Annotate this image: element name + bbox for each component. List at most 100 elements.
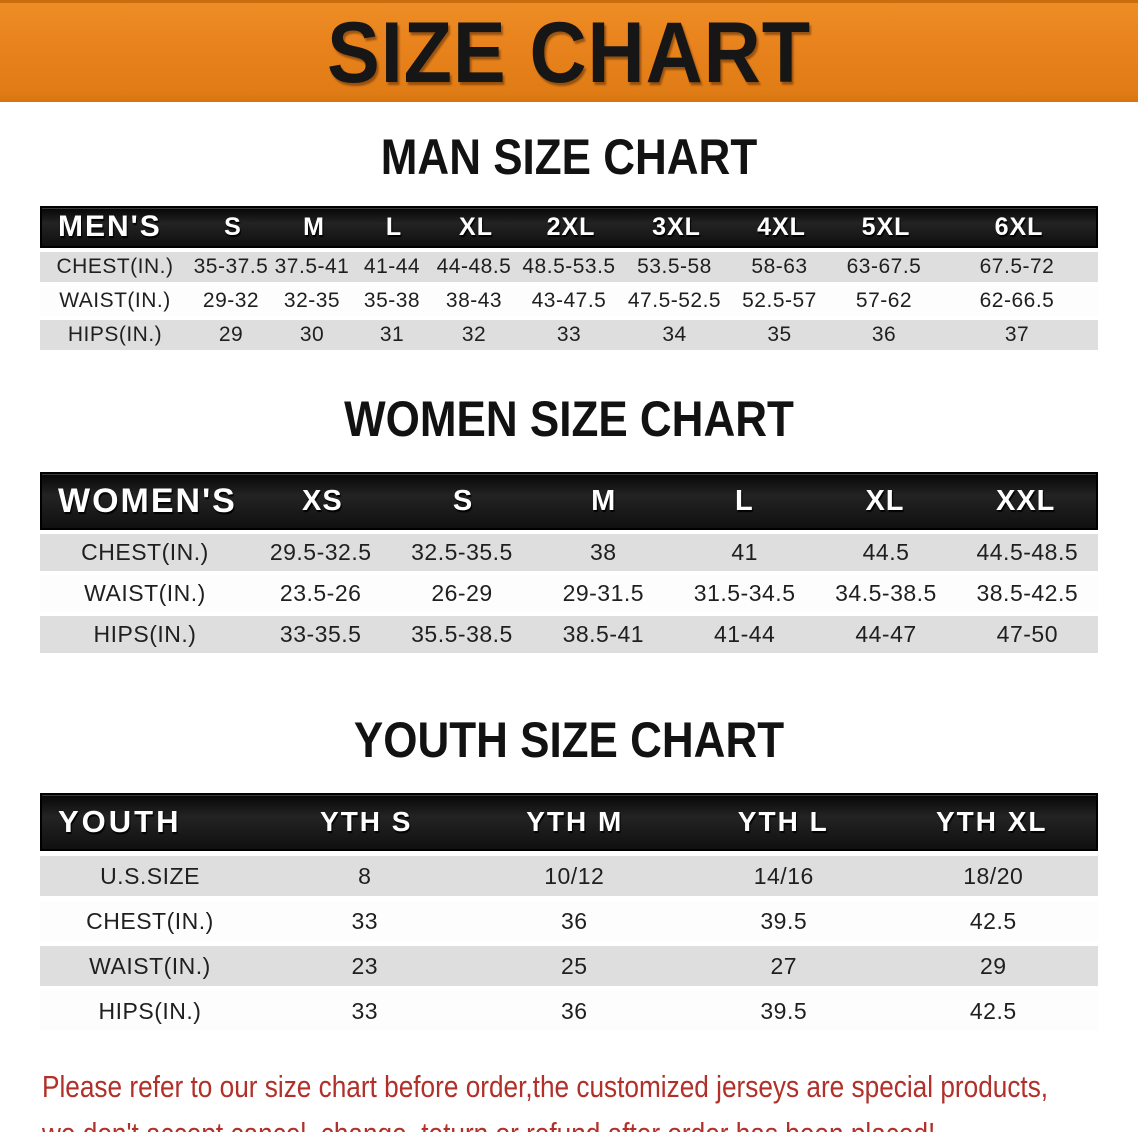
table-cell: 31.5-34.5 bbox=[693, 580, 796, 606]
women-col-header: XL bbox=[865, 484, 905, 517]
men-col-header: S bbox=[224, 212, 242, 241]
table-cell: 57-62 bbox=[855, 289, 913, 312]
table-cell: 31 bbox=[379, 323, 405, 346]
youth-col-header: YTH XL bbox=[935, 806, 1048, 837]
men-col-header: L bbox=[385, 212, 403, 241]
men-table-header: MEN'S S M L XL 2XL 3XL 4XL 5XL 6XL bbox=[40, 206, 1098, 248]
youth-size-table: YOUTH YTH S YTH M YTH L YTH XL U.S.SIZE … bbox=[40, 793, 1098, 1031]
table-cell: 47-50 bbox=[996, 621, 1058, 647]
women-col-header: XXL bbox=[995, 484, 1056, 517]
table-cell: 63-67.5 bbox=[846, 255, 922, 278]
row-label: WAIST(IN.) bbox=[84, 580, 206, 606]
table-cell: 8 bbox=[358, 862, 372, 889]
content: MAN SIZE CHART MEN'S S M L XL 2XL 3XL 4X… bbox=[0, 132, 1138, 1132]
men-section-heading: MAN SIZE CHART bbox=[380, 129, 758, 185]
women-waist-row: WAIST(IN.) 23.5-26 26-29 29-31.5 31.5-34… bbox=[40, 575, 1098, 612]
women-table-corner-label: WOMEN'S bbox=[58, 481, 237, 520]
youth-col-header: YTH L bbox=[737, 806, 829, 837]
row-label: CHEST(IN.) bbox=[86, 907, 214, 934]
table-cell: 67.5-72 bbox=[979, 255, 1055, 278]
table-cell: 44.5 bbox=[862, 539, 910, 565]
table-cell: 32 bbox=[461, 323, 487, 346]
women-col-header: S bbox=[452, 484, 474, 517]
row-label: U.S.SIZE bbox=[100, 862, 200, 889]
table-cell: 38.5-41 bbox=[562, 621, 645, 647]
table-cell: 44-47 bbox=[855, 621, 917, 647]
table-cell: 29.5-32.5 bbox=[269, 539, 372, 565]
women-size-table: WOMEN'S XS S M L XL XXL CHEST(IN.) 29.5-… bbox=[40, 472, 1098, 653]
table-cell: 32-35 bbox=[283, 289, 341, 312]
table-cell: 58-63 bbox=[751, 255, 808, 278]
youth-col-header: YTH S bbox=[320, 806, 413, 837]
table-cell: 39.5 bbox=[760, 907, 808, 934]
youth-hips-row: HIPS(IN.) 33 36 39.5 42.5 bbox=[40, 991, 1098, 1031]
youth-table-corner-label: YOUTH bbox=[58, 804, 182, 839]
table-cell: 37.5-41 bbox=[274, 255, 350, 278]
men-col-header: XL bbox=[459, 212, 493, 241]
women-table-header: WOMEN'S XS S M L XL XXL bbox=[40, 472, 1098, 530]
women-hips-row: HIPS(IN.) 33-35.5 35.5-38.5 38.5-41 41-4… bbox=[40, 616, 1098, 653]
table-cell: 29 bbox=[218, 323, 244, 346]
banner: SIZE CHART bbox=[0, 0, 1138, 102]
men-col-header: 2XL bbox=[546, 212, 596, 241]
table-cell: 27 bbox=[770, 952, 798, 979]
youth-col-header: YTH M bbox=[526, 806, 624, 837]
men-table-corner-label: MEN'S bbox=[58, 210, 162, 243]
men-chest-row: CHEST(IN.) 35-37.5 37.5-41 41-44 44-48.5… bbox=[40, 252, 1098, 282]
row-label: CHEST(IN.) bbox=[81, 539, 209, 565]
men-waist-row: WAIST(IN.) 29-32 32-35 35-38 38-43 43-47… bbox=[40, 286, 1098, 316]
table-cell: 29 bbox=[979, 952, 1007, 979]
row-label: WAIST(IN.) bbox=[89, 952, 211, 979]
row-label: HIPS(IN.) bbox=[93, 621, 197, 647]
youth-waist-row: WAIST(IN.) 23 25 27 29 bbox=[40, 946, 1098, 986]
youth-table-header: YOUTH YTH S YTH M YTH L YTH XL bbox=[40, 793, 1098, 851]
table-cell: 30 bbox=[299, 323, 325, 346]
table-cell: 33 bbox=[351, 997, 379, 1024]
table-cell: 36 bbox=[560, 997, 588, 1024]
youth-section-heading: YOUTH SIZE CHART bbox=[353, 712, 785, 768]
table-cell: 38-43 bbox=[445, 289, 503, 312]
table-cell: 33 bbox=[556, 323, 582, 346]
women-col-header: XS bbox=[301, 484, 343, 517]
table-cell: 26-29 bbox=[431, 580, 493, 606]
table-cell: 23 bbox=[351, 952, 379, 979]
table-cell: 10/12 bbox=[544, 862, 605, 889]
table-cell: 36 bbox=[560, 907, 588, 934]
table-cell: 44.5-48.5 bbox=[976, 539, 1079, 565]
table-cell: 62-66.5 bbox=[979, 289, 1055, 312]
table-cell: 33-35.5 bbox=[279, 621, 362, 647]
men-size-table: MEN'S S M L XL 2XL 3XL 4XL 5XL 6XL CHEST… bbox=[40, 206, 1098, 350]
table-cell: 42.5 bbox=[969, 997, 1017, 1024]
table-cell: 44-48.5 bbox=[436, 255, 512, 278]
footer-notice: Please refer to our size chart before or… bbox=[40, 1063, 1098, 1132]
table-cell: 41 bbox=[731, 539, 758, 565]
men-col-header: 5XL bbox=[861, 212, 911, 241]
table-cell: 35-37.5 bbox=[193, 255, 269, 278]
men-col-header: 3XL bbox=[652, 212, 701, 241]
table-cell: 29-32 bbox=[202, 289, 260, 312]
row-label: HIPS(IN.) bbox=[67, 323, 163, 346]
table-cell: 23.5-26 bbox=[279, 580, 362, 606]
page-title: SIZE CHART bbox=[327, 4, 811, 101]
table-cell: 33 bbox=[351, 907, 379, 934]
table-cell: 38.5-42.5 bbox=[976, 580, 1079, 606]
notice-line-2: we don't accept cancel, change, teturn o… bbox=[42, 1110, 935, 1132]
table-cell: 43-47.5 bbox=[531, 289, 607, 312]
table-cell: 42.5 bbox=[969, 907, 1017, 934]
table-cell: 47.5-52.5 bbox=[627, 289, 722, 312]
table-cell: 37 bbox=[1004, 323, 1030, 346]
table-cell: 38 bbox=[590, 539, 617, 565]
table-cell: 35-38 bbox=[363, 289, 421, 312]
table-cell: 41-44 bbox=[363, 255, 421, 278]
women-col-header: M bbox=[591, 484, 617, 517]
table-cell: 34 bbox=[662, 323, 687, 346]
youth-ussize-row: U.S.SIZE 8 10/12 14/16 18/20 bbox=[40, 856, 1098, 896]
youth-chest-row: CHEST(IN.) 33 36 39.5 42.5 bbox=[40, 901, 1098, 941]
table-cell: 36 bbox=[871, 323, 897, 346]
row-label: HIPS(IN.) bbox=[98, 997, 202, 1024]
table-cell: 39.5 bbox=[760, 997, 808, 1024]
table-cell: 48.5-53.5 bbox=[522, 255, 616, 278]
women-section-heading: WOMEN SIZE CHART bbox=[344, 391, 794, 447]
men-col-header: M bbox=[303, 212, 325, 241]
